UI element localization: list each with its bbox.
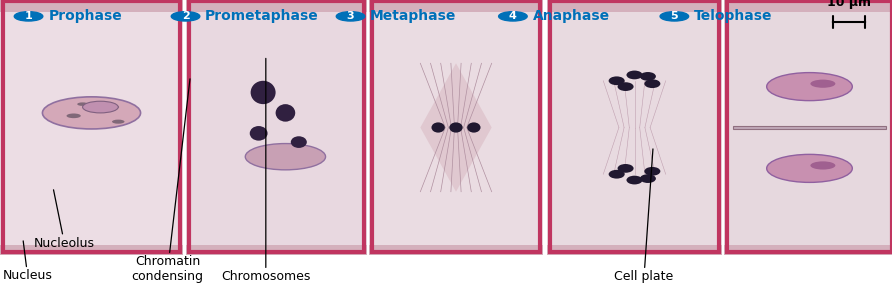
Bar [733,126,886,129]
Bar [189,1,364,252]
Text: Chromatin
condensing: Chromatin condensing [132,79,203,283]
Text: Nucleolus: Nucleolus [34,190,95,250]
Bar [724,245,892,255]
Text: Metaphase: Metaphase [370,9,457,23]
Bar [372,1,541,252]
Circle shape [660,12,689,21]
Ellipse shape [608,170,624,179]
Bar [549,1,719,252]
Bar [369,0,543,255]
Text: Anaphase: Anaphase [533,9,609,23]
Bar [547,0,722,12]
Ellipse shape [608,77,624,85]
Text: Cell plate: Cell plate [615,149,673,283]
Circle shape [767,154,853,182]
Text: 10 μm: 10 μm [827,0,871,9]
Circle shape [112,120,125,124]
Text: Prometaphase: Prometaphase [205,9,319,23]
Ellipse shape [467,122,481,133]
Circle shape [245,144,326,170]
Circle shape [811,80,836,88]
Ellipse shape [640,72,656,81]
Circle shape [43,97,141,129]
Ellipse shape [640,174,656,183]
Bar [186,0,367,255]
Ellipse shape [276,104,295,122]
Ellipse shape [617,82,633,91]
Bar [186,245,367,255]
Text: 3: 3 [347,11,354,21]
Bar [0,0,183,255]
Text: 5: 5 [671,11,678,21]
Text: 2: 2 [182,11,189,21]
Text: 1: 1 [25,11,32,21]
Polygon shape [420,63,491,192]
Ellipse shape [432,122,445,133]
Circle shape [14,12,43,21]
Bar [547,0,722,255]
Text: Chromosomes: Chromosomes [221,58,310,283]
Text: Telophase: Telophase [694,9,772,23]
Ellipse shape [250,126,268,141]
Bar [0,0,183,12]
Circle shape [811,161,836,170]
Text: Prophase: Prophase [49,9,123,23]
Ellipse shape [251,81,276,104]
Bar [547,245,722,255]
Bar [727,1,892,252]
Bar [186,0,367,12]
Circle shape [499,12,527,21]
Bar [724,0,892,12]
Circle shape [336,12,365,21]
Circle shape [767,73,853,101]
Ellipse shape [291,136,307,148]
Ellipse shape [617,164,633,173]
Circle shape [67,114,81,118]
Ellipse shape [644,167,660,176]
Ellipse shape [644,79,660,88]
Bar [0,245,183,255]
Text: Nucleus: Nucleus [3,241,53,282]
Text: 4: 4 [509,11,516,21]
Bar [369,245,543,255]
Ellipse shape [626,71,642,79]
Bar [3,1,180,252]
Ellipse shape [450,122,463,133]
Circle shape [109,105,120,109]
Bar [724,0,892,255]
Circle shape [171,12,200,21]
Bar [369,0,543,12]
Circle shape [83,101,119,113]
Ellipse shape [626,176,642,185]
Circle shape [78,102,88,106]
